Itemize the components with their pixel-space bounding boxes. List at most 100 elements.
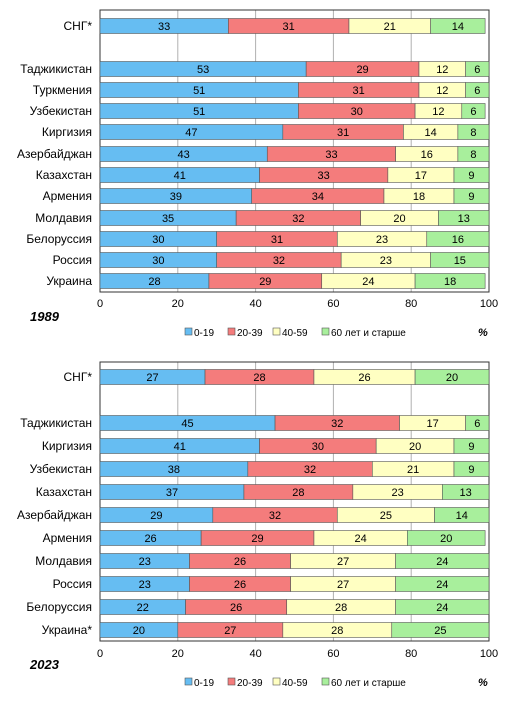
data-label: 14	[425, 127, 437, 139]
category-label: Туркмения	[33, 83, 92, 97]
bar-segment	[426, 231, 490, 247]
year-label: 2023	[29, 657, 60, 672]
bar-segment	[453, 461, 490, 477]
data-label: 30	[312, 441, 324, 453]
bar-row: Армения 26 29 24 20	[43, 530, 486, 546]
bar-segment	[395, 553, 490, 569]
bar-segment	[395, 576, 490, 592]
year-label: 1989	[30, 309, 60, 324]
data-label: 43	[178, 149, 190, 161]
data-label: 31	[271, 234, 283, 246]
data-label: 27	[337, 579, 349, 591]
data-label: 24	[436, 579, 448, 591]
data-label: 22	[137, 602, 149, 614]
bar-row: Азербайджан 43 33 16 8	[17, 146, 490, 162]
legend-entry: 20-39	[237, 678, 263, 689]
data-label: 16	[452, 234, 464, 246]
category-label: Россия	[53, 253, 92, 267]
legend-swatch	[227, 677, 236, 686]
category-label: Таджикистан	[20, 62, 92, 76]
legend-swatch	[227, 327, 236, 336]
data-label: 16	[421, 149, 433, 161]
data-label: 6	[470, 106, 476, 118]
bar-row: Таджикистан 45 32 17 6	[20, 415, 490, 431]
data-label: 18	[413, 191, 425, 203]
bar-row: Россия 23 26 27 24	[53, 576, 490, 592]
data-label: 17	[426, 418, 438, 430]
bar-segment	[457, 146, 490, 162]
data-label: 12	[432, 106, 444, 118]
data-label: 27	[146, 372, 158, 384]
legend: 0-19 20-39 40-59 60 лет и старше	[184, 677, 406, 689]
data-label: 28	[292, 487, 304, 499]
bar-segment	[434, 507, 490, 523]
bar-row: Россия 30 32 23 15	[53, 252, 490, 268]
data-label: 28	[335, 602, 347, 614]
data-label: 20	[133, 625, 145, 637]
bar-segment	[438, 210, 490, 226]
bar-segment	[465, 82, 490, 98]
data-label: 31	[353, 85, 365, 97]
data-label: 29	[251, 533, 263, 545]
data-label: 31	[337, 127, 349, 139]
bar-segment	[407, 530, 486, 546]
legend-swatch	[272, 677, 281, 686]
category-label: Армения	[43, 531, 92, 545]
bar-segment	[461, 103, 486, 119]
bar-row: Украина* 20 27 28 25	[42, 622, 490, 638]
bar-segment	[453, 438, 490, 454]
category-label: Белоруссия	[26, 232, 92, 246]
data-label: 28	[253, 372, 265, 384]
legend-entry: 60 лет и старше	[331, 678, 406, 689]
data-label: 23	[139, 579, 151, 591]
x-tick-label: 40	[249, 298, 261, 310]
legend-swatch	[272, 327, 281, 336]
bar-segment	[430, 18, 486, 34]
data-label: 32	[331, 418, 343, 430]
data-label: 28	[331, 625, 343, 637]
data-label: 31	[283, 21, 295, 33]
data-label: 14	[452, 21, 464, 33]
data-label: 25	[434, 625, 446, 637]
data-label: 9	[468, 170, 474, 182]
bar-row: Азербайджан 29 32 25 14	[17, 507, 490, 523]
data-label: 12	[436, 64, 448, 76]
data-label: 23	[391, 487, 403, 499]
data-label: 38	[168, 464, 180, 476]
category-label: Молдавия	[35, 211, 92, 225]
bar-row: Киргизия 41 30 20 9	[42, 438, 490, 454]
data-label: 29	[259, 276, 271, 288]
x-tick-label: 60	[327, 298, 339, 310]
category-label: Россия	[53, 577, 92, 591]
data-label: 24	[436, 556, 448, 568]
data-label: 29	[150, 510, 162, 522]
data-label: 51	[193, 85, 205, 97]
data-label: 51	[193, 106, 205, 118]
data-label: 8	[470, 149, 476, 161]
data-label: 20	[393, 213, 405, 225]
data-label: 33	[318, 170, 330, 182]
bar-row: СНГ* 27 28 26 20	[64, 369, 490, 385]
category-label: Азербайджан	[17, 147, 92, 161]
data-label: 30	[152, 255, 164, 267]
data-label: 32	[269, 510, 281, 522]
x-tick-label: 80	[405, 298, 417, 310]
data-label: 26	[358, 372, 370, 384]
plot-area	[99, 361, 490, 642]
x-tick-label: 20	[172, 298, 184, 310]
data-label: 27	[224, 625, 236, 637]
data-label: 9	[468, 441, 474, 453]
legend-entry: 0-19	[194, 678, 214, 689]
data-label: 21	[384, 21, 396, 33]
data-label: 26	[234, 556, 246, 568]
category-label: СНГ*	[64, 370, 93, 384]
legend-entry: 0-19	[194, 328, 214, 339]
bar-row: Армения 39 34 18 9	[43, 188, 490, 204]
category-label: Белоруссия	[26, 600, 92, 614]
bar-row: Узбекистан 51 30 12 6	[30, 103, 486, 119]
x-tick-label: 40	[249, 648, 261, 660]
data-label: 25	[380, 510, 392, 522]
data-label: 9	[468, 464, 474, 476]
category-label: Украина*	[42, 623, 93, 637]
data-label: 32	[292, 213, 304, 225]
